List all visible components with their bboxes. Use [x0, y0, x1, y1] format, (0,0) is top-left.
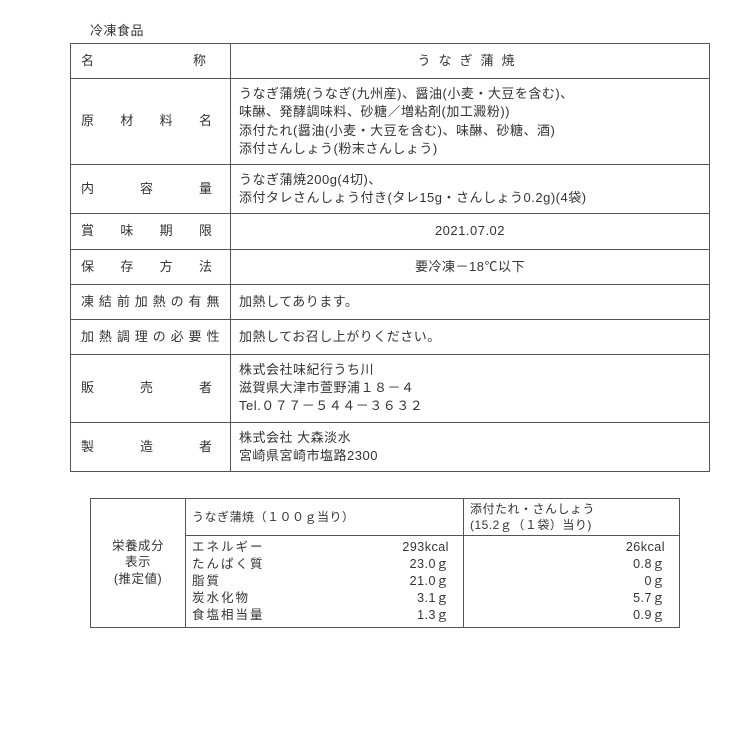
row-value: うなぎ蒲焼(うなぎ(九州産)、醤油(小麦・大豆を含む)、味醂、発酵調味料、砂糖／…: [231, 79, 710, 165]
row-value: うなぎ蒲焼: [231, 44, 710, 79]
nutrient-value: 0ｇ: [470, 573, 673, 590]
row-value: 2021.07.02: [231, 214, 710, 249]
row-label: 内容量: [71, 164, 231, 213]
nutrient-value: 21.0ｇ: [302, 573, 457, 590]
row-label: 加熱調理の必要性: [71, 319, 231, 354]
nutrition-col-2: 26kcal0.8ｇ0ｇ5.7ｇ0.9ｇ: [463, 536, 679, 627]
row-value: うなぎ蒲焼200g(4切)、添付タレさんしょう付き(タレ15g・さんしょう0.2…: [231, 164, 710, 213]
nutrient-value: 23.0ｇ: [302, 556, 457, 573]
nutrition-col-1: エネルギー293kcalたんぱく質23.0ｇ脂質21.0ｇ炭水化物3.1ｇ食塩相…: [186, 536, 464, 627]
nutrient-name: エネルギー: [192, 539, 302, 556]
row-label: 原材料名: [71, 79, 231, 165]
nutrient-value: 0.8ｇ: [470, 556, 673, 573]
row-label: 凍結前加熱の有無: [71, 284, 231, 319]
nutrition-item: エネルギー293kcal: [192, 539, 457, 556]
nutrition-item: 5.7ｇ: [470, 590, 673, 607]
nutrition-item: 26kcal: [470, 539, 673, 556]
nutrient-value: 1.3ｇ: [302, 607, 457, 624]
row-label: 販売者: [71, 355, 231, 423]
nutrition-item: 0.8ｇ: [470, 556, 673, 573]
nutrition-item: 0.9ｇ: [470, 607, 673, 624]
row-label: 賞味期限: [71, 214, 231, 249]
row-value: 株式会社 大森淡水宮崎県宮崎市塩路2300: [231, 422, 710, 471]
row-label: 保存方法: [71, 249, 231, 284]
row-value: 加熱してあります。: [231, 284, 710, 319]
nutrient-value: 26kcal: [470, 539, 673, 556]
nutrient-value: 293kcal: [302, 539, 457, 556]
row-value: 加熱してお召し上がりください。: [231, 319, 710, 354]
nutrition-item: 脂質21.0ｇ: [192, 573, 457, 590]
nutrition-side-label: 栄養成分表示(推定値): [91, 499, 186, 628]
product-info-table: 名称うなぎ蒲焼原材料名うなぎ蒲焼(うなぎ(九州産)、醤油(小麦・大豆を含む)、味…: [70, 43, 710, 472]
nutrition-header-1: うなぎ蒲焼（１００ｇ当り）: [186, 499, 464, 536]
nutrient-value: 0.9ｇ: [470, 607, 673, 624]
row-value: 要冷凍－18℃以下: [231, 249, 710, 284]
nutrient-name: 炭水化物: [192, 590, 302, 607]
nutrition-item: たんぱく質23.0ｇ: [192, 556, 457, 573]
nutrition-item: 炭水化物3.1ｇ: [192, 590, 457, 607]
nutrient-name: 食塩相当量: [192, 607, 302, 624]
nutrition-item: 食塩相当量1.3ｇ: [192, 607, 457, 624]
nutrient-value: 5.7ｇ: [470, 590, 673, 607]
nutrient-name: 脂質: [192, 573, 302, 590]
nutrient-name: たんぱく質: [192, 556, 302, 573]
row-label: 名称: [71, 44, 231, 79]
row-value: 株式会社味紀行うち川滋賀県大津市萱野浦１８－４Tel.０７７－５４４－３６３２: [231, 355, 710, 423]
nutrient-value: 3.1ｇ: [302, 590, 457, 607]
nutrition-item: 0ｇ: [470, 573, 673, 590]
nutrition-header-2: 添付たれ・さんしょう(15.2ｇ（１袋）当り): [463, 499, 679, 536]
category-heading: 冷凍食品: [90, 20, 720, 39]
nutrition-facts-table: 栄養成分表示(推定値) うなぎ蒲焼（１００ｇ当り） 添付たれ・さんしょう(15.…: [90, 498, 680, 628]
row-label: 製造者: [71, 422, 231, 471]
